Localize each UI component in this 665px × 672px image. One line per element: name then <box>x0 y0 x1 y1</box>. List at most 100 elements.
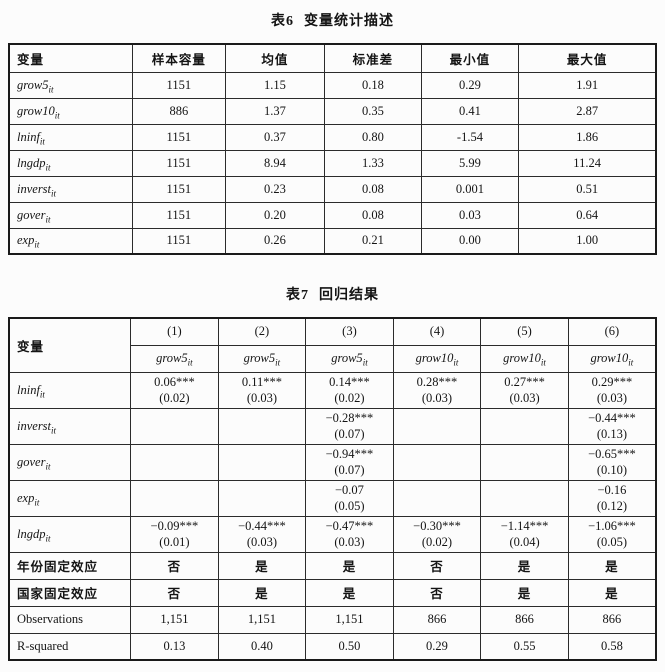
table6-value-cell: 1.37 <box>224 97 326 125</box>
table7: 变量 (1) (2) (3) (4) (5) (6) grow5it grow5it grow5i… <box>8 317 657 661</box>
table7-header-row-depvars: grow5it grow5it grow5it grow10it grow10it gro… <box>9 344 657 373</box>
table7-title-text: 回归结果 <box>319 288 379 303</box>
table6-value-cell: 0.08 <box>324 201 422 229</box>
table7-coef-cell <box>392 479 482 517</box>
variable-name: grow5it <box>156 351 193 368</box>
table6-variable-cell: lngdpit <box>8 149 134 177</box>
coefficient-value: 0.27*** <box>504 375 545 389</box>
table7-info-label-cell: R-squared <box>8 632 132 661</box>
table7-coef-cell: −0.28*** (0.07) <box>305 407 394 445</box>
table7-coef-cell: −1.06*** (0.05) <box>567 515 657 553</box>
table7-variable-cell: lngdpit <box>8 515 132 553</box>
table6-title-text: 变量统计描述 <box>304 14 394 29</box>
table7-coef-cell: 0.14*** (0.02) <box>305 371 394 409</box>
table6-variable-cell: goverit <box>8 201 134 229</box>
table7-model-number-cell: (1) <box>130 317 219 346</box>
table7-info-value-cell: 866 <box>480 605 569 634</box>
standard-error: (0.10) <box>596 463 628 477</box>
variable-name: expit <box>17 490 40 507</box>
variable-name: grow10it <box>17 103 60 120</box>
table7-coef-cell: −0.16 (0.12) <box>567 479 657 517</box>
coefficient-value: −0.09*** <box>150 519 199 533</box>
table7-coef-cell: 0.27*** (0.03) <box>480 371 569 409</box>
table6-row: lninfit 1151 0.37 0.80 -1.54 1.86 <box>8 123 657 151</box>
table6-value-cell: 1.33 <box>324 149 422 177</box>
table7-coef-cell <box>217 443 307 481</box>
table6-row: grow10it 886 1.37 0.35 0.41 2.87 <box>8 97 657 125</box>
table7-coef-row: expit −0.07 (0.05) −0.16 (0.12) <box>8 479 657 517</box>
variable-name: lninfit <box>17 382 45 399</box>
coefficient-value: −1.06*** <box>588 519 636 533</box>
table7-depvar-cell: grow10it <box>480 344 569 373</box>
variable-name: inverstit <box>17 418 57 435</box>
standard-error: (0.01) <box>159 535 190 549</box>
coefficient-value: −0.44*** <box>238 519 286 533</box>
table6-header-row: 变量 样本容量 均值 标准差 最小值 最大值 <box>8 43 657 73</box>
table7-info-value-cell: 1,151 <box>130 605 219 634</box>
variable-name: grow10it <box>415 351 459 368</box>
standard-error: (0.03) <box>509 391 540 405</box>
table6-value-cell: 1.86 <box>518 123 657 151</box>
table6-variable-cell: expit <box>8 227 134 255</box>
table7-variable-cell: goverit <box>8 443 132 481</box>
table7-info-value-cell: 0.58 <box>567 632 657 661</box>
standard-error: (0.04) <box>509 535 540 549</box>
table7-info-value-cell: 0.50 <box>305 632 394 661</box>
table7-coef-cell: 0.06*** (0.02) <box>130 371 219 409</box>
table6-value-cell: 5.99 <box>420 149 520 177</box>
table7-info-value-cell: 否 <box>392 551 482 580</box>
table7-model-number-cell: (5) <box>480 317 569 346</box>
table7-info-value-cell: 866 <box>392 605 482 634</box>
table7-info-value-cell: 1,151 <box>305 605 394 634</box>
table7-coef-cell: −0.65*** (0.10) <box>567 443 657 481</box>
table6-value-cell: 0.21 <box>324 227 422 255</box>
table6-value-cell: 1151 <box>132 71 226 99</box>
variable-name: expit <box>17 233 40 250</box>
coefficient-value: 0.28*** <box>416 375 458 389</box>
table7-coef-cell <box>392 443 482 481</box>
table7-coef-cell: −1.14*** (0.04) <box>480 515 569 553</box>
table7-model-number-cell: (4) <box>392 317 482 346</box>
table6-value-cell: 1151 <box>132 149 226 177</box>
table6-header-cell: 样本容量 <box>132 43 226 73</box>
variable-name: grow10it <box>503 351 546 368</box>
coefficient-value: 0.29*** <box>591 375 633 389</box>
variable-name: lngdpit <box>17 526 51 543</box>
standard-error: (0.03) <box>246 535 278 549</box>
table6-value-cell: 0.26 <box>224 227 326 255</box>
table7-info-row: 国家固定效应否是是否是是 <box>8 578 657 607</box>
table7-coef-cell <box>480 479 569 517</box>
table7-info-value-cell: 是 <box>305 578 394 607</box>
variable-name: lninfit <box>17 129 45 146</box>
table6-header-cell: 均值 <box>224 43 326 73</box>
coefficient-value: −0.07 <box>334 483 364 497</box>
table6-value-cell: 0.37 <box>224 123 326 151</box>
table6-value-cell: 1151 <box>132 201 226 229</box>
table6-header-cell: 变量 <box>8 43 134 73</box>
table7-info-label-cell: 国家固定效应 <box>8 578 132 607</box>
variable-name: lngdpit <box>17 155 51 172</box>
table6-value-cell: 1151 <box>132 123 226 151</box>
table6-row: goverit 1151 0.20 0.08 0.03 0.64 <box>8 201 657 229</box>
table6-variable-cell: grow5it <box>8 71 134 99</box>
table6-section: 表6 变量统计描述 变量 样本容量 均值 标准差 最小值 最大值 grow5it 1151 1.… <box>0 13 665 255</box>
table6-variable-cell: inverstit <box>8 175 134 203</box>
table7-info-value-cell: 否 <box>130 551 219 580</box>
table7-coef-row: lngdpit −0.09*** (0.01) −0.44*** (0.03) −0.47… <box>8 515 657 553</box>
table6-value-cell: 0.23 <box>224 175 326 203</box>
standard-error: (0.05) <box>596 535 628 549</box>
table7-coef-cell <box>130 443 219 481</box>
table6-header-cell: 最小值 <box>420 43 520 73</box>
table7-variable-cell: lninfit <box>8 371 132 409</box>
table7-info-value-cell: 是 <box>567 551 657 580</box>
table6-value-cell: 0.20 <box>224 201 326 229</box>
table7-coef-cell <box>217 479 307 517</box>
table7-info-value-cell: 否 <box>392 578 482 607</box>
table7-model-number-cell: (2) <box>217 317 307 346</box>
standard-error: (0.03) <box>421 391 453 405</box>
table7-coef-cell: −0.47*** (0.03) <box>305 515 394 553</box>
variable-name: goverit <box>17 454 51 471</box>
table7-info-value-cell: 是 <box>480 578 569 607</box>
table7-coef-cell <box>130 479 219 517</box>
